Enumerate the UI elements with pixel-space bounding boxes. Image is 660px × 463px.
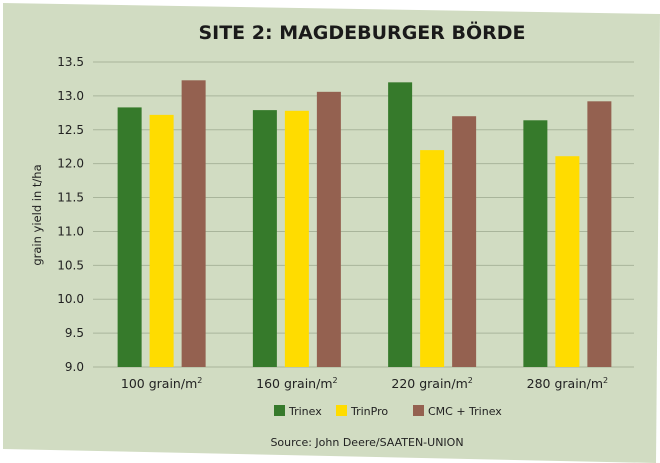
bars: [117, 80, 612, 368]
category-label-text: 160 grain/m: [256, 376, 332, 391]
y-axis-label: grain yield in t/ha: [30, 164, 44, 265]
x-category-label: 100 grain/m2: [121, 376, 202, 391]
y-tick-label: 12.0: [57, 157, 84, 171]
category-label-text: 220 grain/m: [391, 376, 467, 391]
bar-cmc-trinex-1: [181, 80, 206, 368]
chart-title: SITE 2: MAGDEBURGER BÖRDE: [198, 20, 525, 44]
bar-trinex-4: [523, 120, 548, 368]
bar-cmc-trinex-4: [587, 101, 612, 368]
bar-trinpro-1: [149, 114, 174, 367]
bar-cmc-trinex-2: [316, 91, 341, 368]
legend-label: CMC + Trinex: [428, 405, 502, 418]
y-tick-label: 13.0: [57, 89, 84, 103]
y-tick-label: 11.0: [57, 224, 84, 238]
legend-swatch: [336, 405, 347, 416]
source-note: Source: John Deere/SAATEN-UNION: [270, 436, 463, 449]
legend-swatch: [413, 405, 424, 416]
bar-trinpro-3: [420, 150, 445, 367]
x-category-label: 220 grain/m2: [391, 376, 472, 391]
bar-trinex-3: [388, 82, 413, 367]
y-tick-label: 10.5: [57, 258, 84, 272]
y-tick-label: 9.5: [65, 326, 84, 340]
y-tick-label: 11.5: [57, 191, 84, 205]
legend: Trinex TrinPro CMC + Trinex: [274, 405, 502, 418]
category-label-superscript: 2: [468, 376, 473, 385]
category-label-superscript: 2: [197, 376, 202, 385]
y-tick-label: 9.0: [65, 360, 84, 374]
legend-label: Trinex: [288, 405, 322, 418]
bar-cmc-trinex-3: [452, 116, 477, 367]
x-category-labels: 100 grain/m2 160 grain/m2 220 grain/m2 280 …: [121, 376, 608, 391]
y-tick-labels: 9.0 9.5 10.0 10.5 11.0 11.5 12.0 12.5 13.0 13.5: [57, 55, 84, 374]
category-label-superscript: 2: [333, 376, 338, 385]
category-label-superscript: 2: [603, 376, 608, 385]
bar-trinex-1: [117, 107, 142, 368]
y-tick-label: 10.0: [57, 292, 84, 306]
category-label-text: 280 grain/m: [527, 376, 603, 391]
bar-trinpro-4: [555, 156, 580, 367]
x-category-label: 280 grain/m2: [527, 376, 608, 391]
legend-swatch: [274, 405, 285, 416]
y-tick-label: 13.5: [57, 55, 84, 69]
bar-trinex-2: [252, 110, 277, 367]
legend-label: TrinPro: [350, 405, 388, 418]
bar-trinpro-2: [284, 110, 309, 368]
x-category-label: 160 grain/m2: [256, 376, 337, 391]
y-tick-label: 12.5: [57, 123, 84, 137]
category-label-text: 100 grain/m: [121, 376, 197, 391]
